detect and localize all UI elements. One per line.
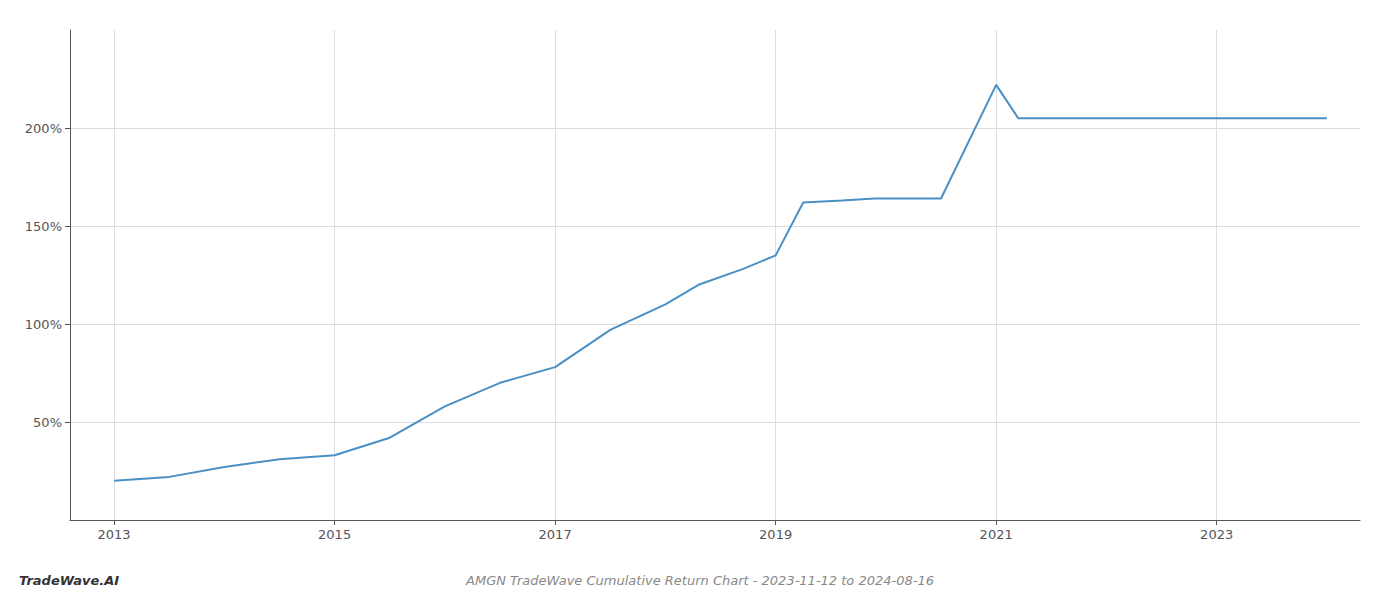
- svg-text:2015: 2015: [318, 527, 351, 542]
- svg-text:200%: 200%: [25, 121, 62, 136]
- svg-text:2021: 2021: [980, 527, 1013, 542]
- svg-text:AMGN TradeWave Cumulative Retu: AMGN TradeWave Cumulative Return Chart -…: [465, 573, 934, 588]
- svg-text:2023: 2023: [1200, 527, 1233, 542]
- svg-text:2013: 2013: [98, 527, 131, 542]
- svg-text:50%: 50%: [33, 415, 62, 430]
- svg-text:2017: 2017: [539, 527, 572, 542]
- svg-text:150%: 150%: [25, 219, 62, 234]
- svg-text:100%: 100%: [25, 317, 62, 332]
- svg-text:2019: 2019: [759, 527, 792, 542]
- svg-text:TradeWave.AI: TradeWave.AI: [19, 573, 119, 588]
